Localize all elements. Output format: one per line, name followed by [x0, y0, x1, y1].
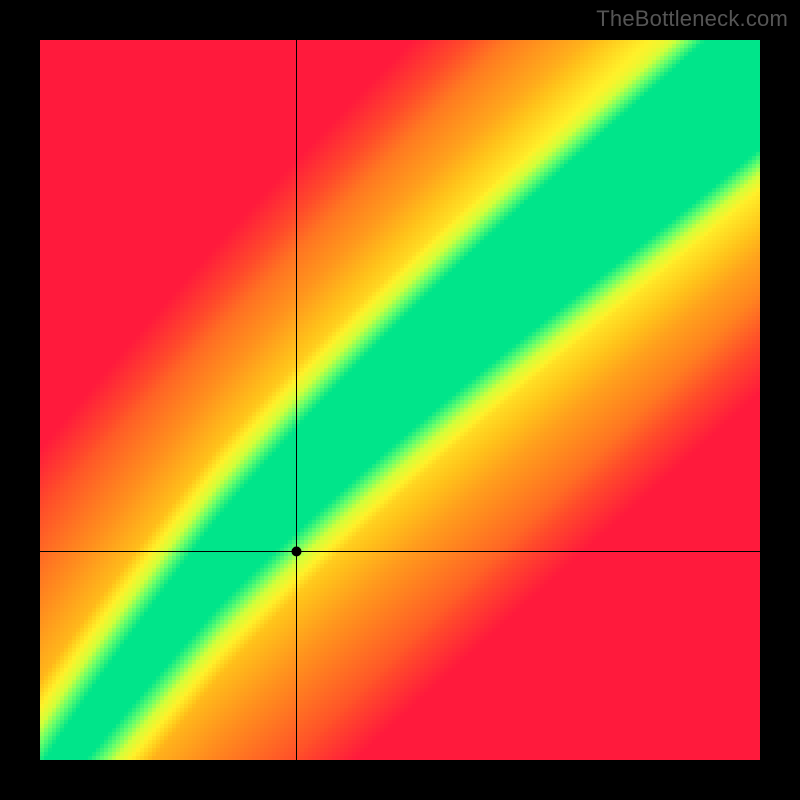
- heatmap-canvas: [40, 40, 760, 760]
- chart-container: TheBottleneck.com: [0, 0, 800, 800]
- heatmap-plot: [40, 40, 760, 760]
- watermark-text: TheBottleneck.com: [596, 6, 788, 32]
